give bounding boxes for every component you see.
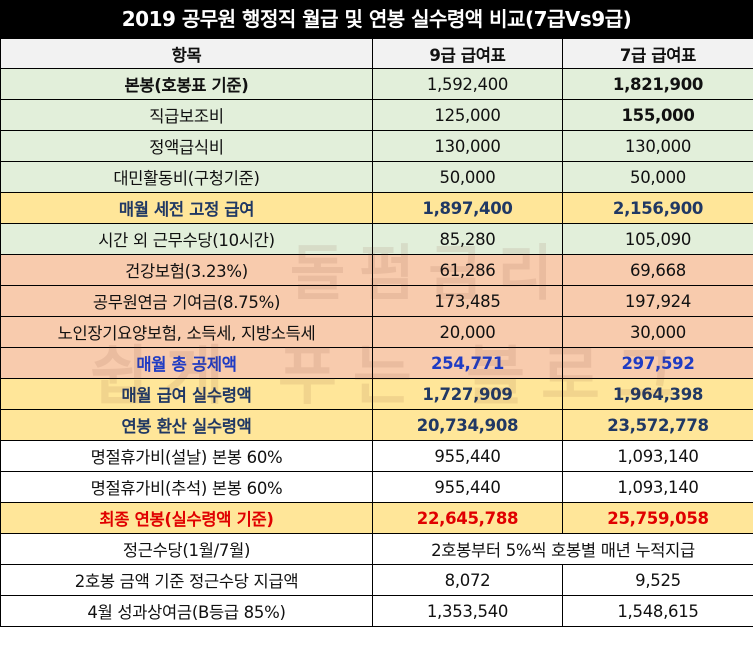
row-diligence-amount: 2호봉 금액 기준 정근수당 지급액 8,072 9,525 xyxy=(0,564,753,596)
grade9-value[interactable]: 173,485 xyxy=(372,285,563,317)
row-monthly-net: 매월 급여 실수령액 1,727,909 1,964,398 xyxy=(0,378,753,410)
row-meal-allowance: 정액급식비 130,000 130,000 xyxy=(0,130,753,162)
row-civil-activity: 대민활동비(구청기준) 50,000 50,000 xyxy=(0,161,753,193)
grade9-value[interactable]: 20,000 xyxy=(372,316,563,348)
grade9-value[interactable]: 130,000 xyxy=(372,130,563,162)
row-label[interactable]: 본봉(호봉표 기준) xyxy=(0,68,373,100)
grade9-value[interactable]: 1,353,540 xyxy=(372,595,563,627)
grade7-value[interactable]: 2,156,900 xyxy=(562,192,753,224)
row-label[interactable]: 정근수당(1월/7월) xyxy=(0,533,373,565)
row-health-insurance: 건강보험(3.23%) 61,286 69,668 xyxy=(0,254,753,286)
header-grade7[interactable]: 7급 급여표 xyxy=(562,38,753,69)
row-label[interactable]: 매월 세전 고정 급여 xyxy=(0,192,373,224)
grade9-value[interactable]: 955,440 xyxy=(372,471,563,503)
grade7-value[interactable]: 155,000 xyxy=(562,99,753,131)
row-holiday-seollal: 명절휴가비(설날) 본봉 60% 955,440 1,093,140 xyxy=(0,440,753,472)
header-item[interactable]: 항목 xyxy=(0,38,373,69)
grade7-value[interactable]: 30,000 xyxy=(562,316,753,348)
grade7-value[interactable]: 105,090 xyxy=(562,223,753,255)
row-label[interactable]: 공무원연금 기여금(8.75%) xyxy=(0,285,373,317)
grade7-value[interactable]: 25,759,058 xyxy=(562,502,753,534)
row-label[interactable]: 2호봉 금액 기준 정근수당 지급액 xyxy=(0,564,373,596)
row-label[interactable]: 매월 총 공제액 xyxy=(0,347,373,379)
row-final-annual: 최종 연봉(실수령액 기준) 22,645,788 25,759,058 xyxy=(0,502,753,534)
grade7-value[interactable]: 23,572,778 xyxy=(562,409,753,441)
row-label[interactable]: 연봉 환산 실수령액 xyxy=(0,409,373,441)
grade9-value[interactable]: 1,897,400 xyxy=(372,192,563,224)
grade9-value[interactable]: 8,072 xyxy=(372,564,563,596)
grade7-value[interactable]: 69,668 xyxy=(562,254,753,286)
grade9-value[interactable]: 254,771 xyxy=(372,347,563,379)
row-label[interactable]: 건강보험(3.23%) xyxy=(0,254,373,286)
grade7-value[interactable]: 197,924 xyxy=(562,285,753,317)
grade7-value[interactable]: 50,000 xyxy=(562,161,753,193)
grade9-value[interactable]: 50,000 xyxy=(372,161,563,193)
row-pension: 공무원연금 기여금(8.75%) 173,485 197,924 xyxy=(0,285,753,317)
grade9-value[interactable]: 955,440 xyxy=(372,440,563,472)
grade9-value[interactable]: 61,286 xyxy=(372,254,563,286)
row-label[interactable]: 직급보조비 xyxy=(0,99,373,131)
row-holiday-chuseok: 명절휴가비(추석) 본봉 60% 955,440 1,093,140 xyxy=(0,471,753,503)
grade9-value[interactable]: 1,727,909 xyxy=(372,378,563,410)
grade7-value[interactable]: 9,525 xyxy=(562,564,753,596)
header-grade9[interactable]: 9급 급여표 xyxy=(372,38,563,69)
header-row: 항목 9급 급여표 7급 급여표 xyxy=(0,38,753,69)
grade7-value[interactable]: 130,000 xyxy=(562,130,753,162)
grade9-value[interactable]: 22,645,788 xyxy=(372,502,563,534)
grade7-value[interactable]: 1,964,398 xyxy=(562,378,753,410)
grade7-value[interactable]: 1,093,140 xyxy=(562,471,753,503)
row-base-pay: 본봉(호봉표 기준) 1,592,400 1,821,900 xyxy=(0,68,753,100)
grade7-value[interactable]: 297,592 xyxy=(562,347,753,379)
row-label[interactable]: 최종 연봉(실수령액 기준) xyxy=(0,502,373,534)
grade7-value[interactable]: 1,548,615 xyxy=(562,595,753,627)
row-performance-bonus: 4월 성과상여금(B등급 85%) 1,353,540 1,548,615 xyxy=(0,595,753,627)
row-label[interactable]: 시간 외 근무수당(10시간) xyxy=(0,223,373,255)
row-annual-net: 연봉 환산 실수령액 20,734,908 23,572,778 xyxy=(0,409,753,441)
row-total-deduction: 매월 총 공제액 254,771 297,592 xyxy=(0,347,753,379)
row-label[interactable]: 명절휴가비(설날) 본봉 60% xyxy=(0,440,373,472)
row-label[interactable]: 4월 성과상여금(B등급 85%) xyxy=(0,595,373,627)
grade9-value[interactable]: 125,000 xyxy=(372,99,563,131)
grade9-value[interactable]: 85,280 xyxy=(372,223,563,255)
row-diligence-allowance: 정근수당(1월/7월) 2호봉부터 5%씩 호봉별 매년 누적지급 xyxy=(0,533,753,565)
grade7-value[interactable]: 1,821,900 xyxy=(562,68,753,100)
grade9-value[interactable]: 1,592,400 xyxy=(372,68,563,100)
grade7-value[interactable]: 1,093,140 xyxy=(562,440,753,472)
row-label[interactable]: 노인장기요양보험, 소득세, 지방소득세 xyxy=(0,316,373,348)
row-monthly-pretax: 매월 세전 고정 급여 1,897,400 2,156,900 xyxy=(0,192,753,224)
row-label[interactable]: 정액급식비 xyxy=(0,130,373,162)
salary-table: 항목 9급 급여표 7급 급여표 본봉(호봉표 기준) 1,592,400 1,… xyxy=(0,38,753,627)
merged-value[interactable]: 2호봉부터 5%씩 호봉별 매년 누적지급 xyxy=(372,533,753,565)
sheet-title: 2019 공무원 행정직 월급 및 연봉 실수령액 비교(7급Vs9급) xyxy=(0,0,753,38)
grade9-value[interactable]: 20,734,908 xyxy=(372,409,563,441)
row-long-term-care-tax: 노인장기요양보험, 소득세, 지방소득세 20,000 30,000 xyxy=(0,316,753,348)
row-label[interactable]: 명절휴가비(추석) 본봉 60% xyxy=(0,471,373,503)
row-position-allowance: 직급보조비 125,000 155,000 xyxy=(0,99,753,131)
row-overtime: 시간 외 근무수당(10시간) 85,280 105,090 xyxy=(0,223,753,255)
row-label[interactable]: 대민활동비(구청기준) xyxy=(0,161,373,193)
row-label[interactable]: 매월 급여 실수령액 xyxy=(0,378,373,410)
